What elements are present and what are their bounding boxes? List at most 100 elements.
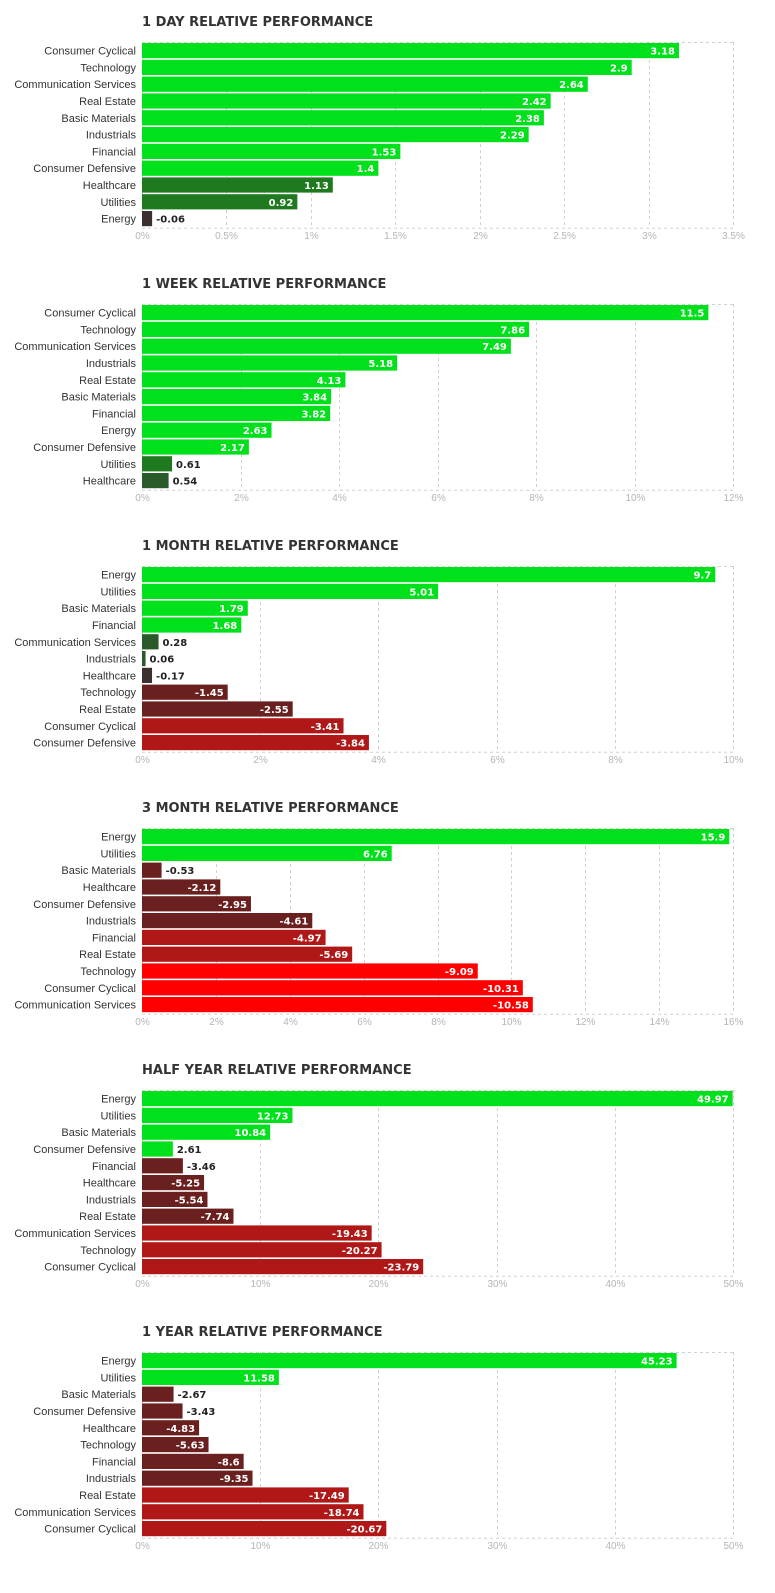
bar[interactable]	[142, 913, 313, 929]
bar[interactable]	[142, 583, 439, 599]
x-tick-label: 0%	[135, 755, 150, 766]
bar[interactable]	[142, 1420, 200, 1436]
category-label: Consumer Cyclical	[44, 308, 136, 320]
bar[interactable]	[142, 980, 523, 996]
bar[interactable]	[142, 1107, 293, 1123]
x-tick-label: 10%	[250, 1541, 270, 1552]
bar[interactable]	[142, 1353, 677, 1369]
category-label: Utilities	[101, 197, 137, 209]
bar[interactable]	[142, 43, 679, 59]
bar[interactable]	[142, 59, 632, 75]
bar[interactable]	[142, 1259, 424, 1275]
bar[interactable]	[142, 1141, 173, 1157]
x-tick-label: 12%	[723, 493, 743, 504]
bar[interactable]	[142, 338, 511, 354]
bar[interactable]	[142, 1124, 271, 1140]
category-label: Consumer Cyclical	[44, 1262, 136, 1274]
bar-value-label: -9.09	[445, 967, 474, 978]
chart-3: 1 MONTH RELATIVE PERFORMANCE 0% 2% 4% 6% 8% 10…	[0, 524, 775, 786]
bar[interactable]	[142, 567, 716, 583]
bar[interactable]	[142, 1504, 364, 1520]
category-label: Financial	[92, 146, 136, 158]
bar[interactable]	[142, 177, 333, 193]
category-label: Energy	[101, 214, 136, 226]
bar[interactable]	[142, 422, 272, 438]
bar-value-label: -2.95	[218, 900, 247, 911]
chart-title: HALF YEAR RELATIVE PERFORMANCE	[142, 1063, 412, 1078]
bar[interactable]	[142, 439, 249, 455]
bar[interactable]	[142, 355, 398, 371]
bar-value-label: 0.92	[269, 198, 294, 209]
bar-value-label: 11.5	[680, 309, 705, 320]
bar[interactable]	[142, 718, 344, 734]
bar[interactable]	[142, 143, 401, 159]
chart-title: 1 DAY RELATIVE PERFORMANCE	[142, 15, 374, 30]
bar-value-label: 3.84	[302, 393, 327, 404]
bar[interactable]	[142, 1158, 183, 1174]
bar[interactable]	[142, 651, 146, 667]
bar[interactable]	[142, 1437, 209, 1453]
bar[interactable]	[142, 1487, 349, 1503]
bar[interactable]	[142, 1453, 244, 1469]
chart-title: 3 MONTH RELATIVE PERFORMANCE	[142, 801, 399, 816]
bar[interactable]	[142, 862, 162, 878]
chart-4: 3 MONTH RELATIVE PERFORMANCE 0% 2% 4% 6% 8% 10…	[0, 786, 775, 1048]
bar[interactable]	[142, 389, 332, 405]
bar[interactable]	[142, 963, 478, 979]
bar[interactable]	[142, 211, 153, 227]
bar[interactable]	[142, 896, 251, 912]
bar[interactable]	[142, 829, 730, 845]
bar[interactable]	[142, 110, 544, 126]
category-label: Financial	[92, 620, 136, 632]
bar-value-label: 5.18	[368, 359, 393, 370]
x-tick-label: 8%	[608, 755, 623, 766]
bar-value-label: 3.82	[301, 409, 326, 420]
bar[interactable]	[142, 1175, 205, 1191]
bar[interactable]	[142, 456, 173, 472]
bar[interactable]	[142, 372, 346, 388]
bar[interactable]	[142, 701, 293, 717]
bar-value-label: -3.84	[336, 739, 365, 750]
category-label: Financial	[92, 408, 136, 420]
bar[interactable]	[142, 93, 551, 109]
bar[interactable]	[142, 127, 529, 143]
bar[interactable]	[142, 684, 228, 700]
bar[interactable]	[142, 1208, 234, 1224]
bar[interactable]	[142, 1225, 372, 1241]
bar[interactable]	[142, 1091, 733, 1107]
bar[interactable]	[142, 735, 369, 751]
x-tick-label: 14%	[649, 1017, 669, 1028]
bar[interactable]	[142, 76, 588, 92]
chart-title: 1 MONTH RELATIVE PERFORMANCE	[142, 539, 399, 554]
bar[interactable]	[142, 1242, 382, 1258]
bar-value-label: -3.46	[187, 1162, 216, 1173]
bar[interactable]	[142, 929, 326, 945]
bar[interactable]	[142, 405, 331, 421]
bar[interactable]	[142, 997, 533, 1013]
bar-value-label: 2.61	[177, 1145, 202, 1156]
bar[interactable]	[142, 194, 298, 210]
bar[interactable]	[142, 1403, 183, 1419]
category-label: Consumer Defensive	[33, 442, 136, 454]
bar[interactable]	[142, 1191, 208, 1207]
category-label: Consumer Defensive	[33, 899, 136, 911]
bar[interactable]	[142, 879, 221, 895]
bar[interactable]	[142, 946, 353, 962]
bar[interactable]	[142, 1386, 174, 1402]
bar[interactable]	[142, 473, 169, 489]
bar-value-label: -23.79	[383, 1263, 419, 1274]
bar[interactable]	[142, 321, 530, 337]
bar[interactable]	[142, 1470, 253, 1486]
bar[interactable]	[142, 160, 379, 176]
bar[interactable]	[142, 845, 392, 861]
bar[interactable]	[142, 600, 248, 616]
bar-value-label: 15.9	[701, 833, 726, 844]
bar[interactable]	[142, 305, 709, 321]
x-tick-label: 0.5%	[215, 231, 238, 242]
bar[interactable]	[142, 617, 242, 633]
bar[interactable]	[142, 667, 153, 683]
bar[interactable]	[142, 634, 159, 650]
bar[interactable]	[142, 1369, 279, 1385]
bar-value-label: 45.23	[641, 1357, 673, 1368]
bar[interactable]	[142, 1521, 387, 1537]
